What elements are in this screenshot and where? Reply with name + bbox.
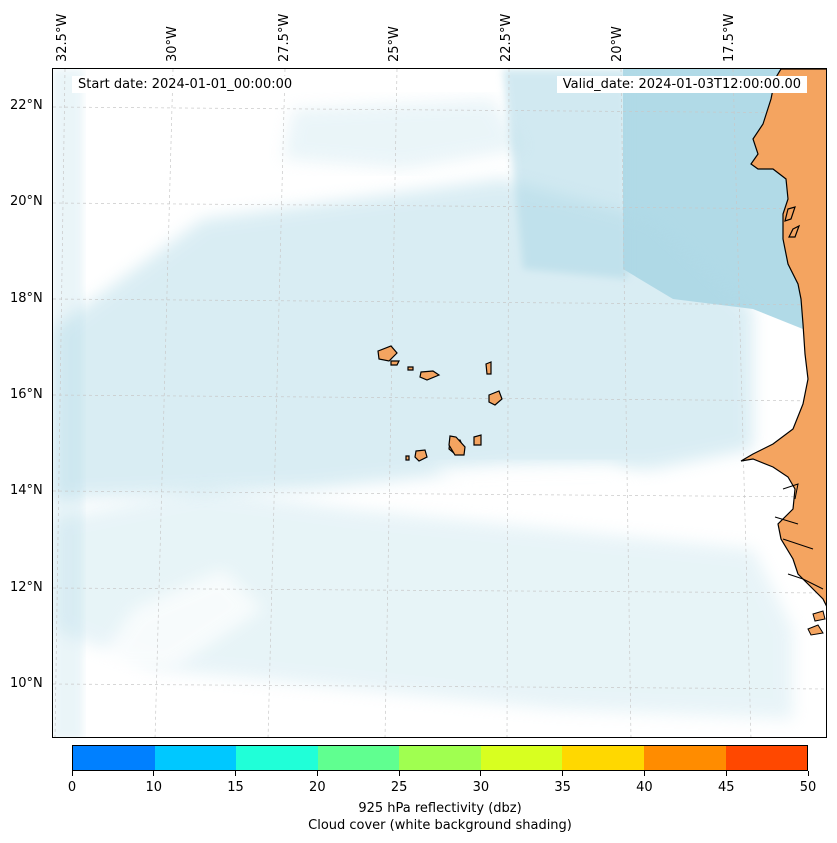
colorbar-segment — [317, 746, 400, 770]
colorbar-tickmark — [153, 771, 155, 776]
longitude-label: 30°W — [165, 26, 180, 62]
colorbar-segment — [725, 746, 808, 770]
latitude-label: 12°N — [10, 580, 43, 595]
colorbar-tickmark — [480, 771, 482, 776]
colorbar-tick-label: 50 — [799, 780, 817, 795]
colorbar-segment — [236, 746, 318, 770]
cape-verde-islands — [377, 345, 503, 462]
longitude-label: 32.5°W — [55, 13, 70, 62]
latitude-label: 10°N — [10, 676, 43, 691]
colorbar-segment — [643, 746, 726, 770]
graticule — [53, 69, 826, 737]
bijagos-islands — [807, 610, 826, 636]
africa-landmass — [740, 69, 826, 607]
colorbar-tick-label: 45 — [717, 780, 735, 795]
colorbar-tick-label: 15 — [227, 780, 244, 795]
colorbar-tickmark — [643, 771, 645, 776]
latitude-label: 18°N — [10, 291, 43, 306]
map-canvas — [53, 69, 826, 737]
colorbar-segment — [73, 746, 155, 770]
colorbar-segment — [480, 746, 563, 770]
longitude-label: 22.5°W — [499, 13, 514, 62]
longitude-label: 17.5°W — [722, 13, 737, 62]
colorbar — [72, 745, 808, 771]
colorbar-segment — [562, 746, 644, 770]
colorbar-tickmark — [398, 771, 400, 776]
colorbar-tick-label: 30 — [472, 780, 490, 795]
map-panel — [52, 68, 827, 738]
longitude-label: 27.5°W — [277, 13, 292, 62]
colorbar-sublabel: Cloud cover (white background shading) — [308, 818, 572, 833]
colorbar-tick-label: 10 — [145, 780, 163, 795]
valid-date-label: Valid_date: 2024-01-03T12:00:00.00 — [556, 76, 807, 93]
colorbar-tickmark — [316, 771, 318, 776]
latitude-label: 14°N — [10, 483, 43, 498]
colorbar-tickmark — [562, 771, 564, 776]
start-date-label: Start date: 2024-01-01_00:00:00 — [72, 76, 299, 93]
colorbar-tickmark — [725, 771, 727, 776]
colorbar-tickmark — [807, 771, 809, 776]
colorbar-tickmark — [71, 771, 73, 776]
country-borders — [774, 483, 824, 590]
latitude-label: 22°N — [10, 98, 43, 113]
longitude-label: 25°W — [387, 26, 402, 62]
colorbar-tickmark — [235, 771, 237, 776]
colorbar-tick-label: 35 — [554, 780, 571, 795]
colorbar-tick-label: 20 — [309, 780, 326, 795]
colorbar-segment — [154, 746, 237, 770]
longitude-label: 20°W — [610, 26, 625, 62]
cloud-cover-shading — [53, 69, 826, 737]
colorbar-label: 925 hPa reflectivity (dbz) — [358, 801, 522, 816]
latitude-label: 20°N — [10, 194, 43, 209]
latitude-label: 16°N — [10, 387, 43, 402]
colorbar-tick-label: 25 — [390, 780, 408, 795]
colorbar-segment — [399, 746, 481, 770]
colorbar-tick-label: 0 — [67, 780, 77, 795]
colorbar-tick-label: 40 — [636, 780, 653, 795]
